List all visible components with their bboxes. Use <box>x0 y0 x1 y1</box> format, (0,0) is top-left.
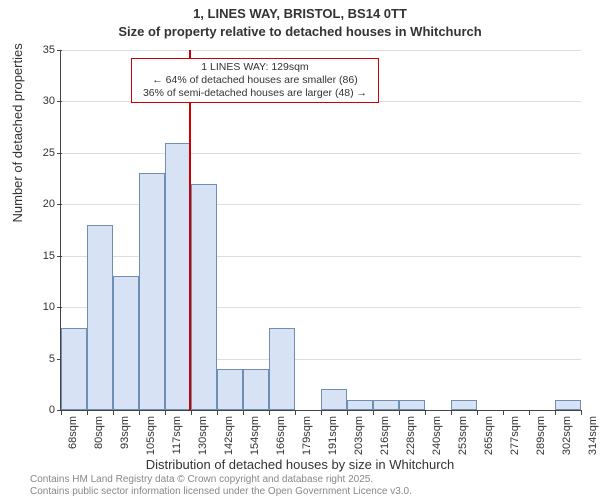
annotation-line1: 1 LINES WAY: 129sqm <box>138 61 372 74</box>
x-tick-mark <box>321 410 322 415</box>
x-tick-mark <box>503 410 504 415</box>
x-tick-mark <box>373 410 374 415</box>
x-tick-mark <box>243 410 244 415</box>
footnote-line2: Contains public sector information licen… <box>30 486 412 497</box>
y-tick: 15 <box>25 250 61 262</box>
x-tick-label: 166sqm <box>273 410 287 455</box>
y-tick: 0 <box>25 404 61 416</box>
plot-area: 0510152025303568sqm80sqm93sqm105sqm117sq… <box>60 50 581 411</box>
x-tick-label: 240sqm <box>429 410 443 455</box>
histogram-bar <box>113 276 139 410</box>
x-tick-mark <box>165 410 166 415</box>
x-tick-mark <box>87 410 88 415</box>
chart-title-line2: Size of property relative to detached ho… <box>0 24 600 39</box>
annotation-line3: 36% of semi-detached houses are larger (… <box>138 87 372 100</box>
histogram-bar <box>321 389 347 410</box>
x-tick-mark <box>61 410 62 415</box>
x-tick-mark <box>295 410 296 415</box>
histogram-bar <box>269 328 295 410</box>
x-tick-label: 93sqm <box>117 410 131 449</box>
histogram-bar <box>399 400 425 410</box>
gridline <box>61 153 581 154</box>
chart-title-line1: 1, LINES WAY, BRISTOL, BS14 0TT <box>0 6 600 21</box>
x-tick-label: 142sqm <box>221 410 235 455</box>
histogram-bar <box>61 328 87 410</box>
annotation-box: 1 LINES WAY: 129sqm ← 64% of detached ho… <box>131 58 379 103</box>
x-tick-label: 203sqm <box>351 410 365 455</box>
x-tick-label: 179sqm <box>299 410 313 455</box>
x-tick-mark <box>113 410 114 415</box>
histogram-bar <box>87 225 113 410</box>
histogram-bar <box>165 143 191 410</box>
x-tick-label: 302sqm <box>559 410 573 455</box>
footnote: Contains HM Land Registry data © Crown c… <box>30 474 412 498</box>
x-tick-mark <box>555 410 556 415</box>
histogram-bar <box>139 173 165 410</box>
x-axis-label: Distribution of detached houses by size … <box>0 457 600 472</box>
x-tick-mark <box>529 410 530 415</box>
x-tick-label: 277sqm <box>507 410 521 455</box>
x-tick-label: 68sqm <box>65 410 79 449</box>
x-tick-label: 154sqm <box>247 410 261 455</box>
x-tick-label: 191sqm <box>325 410 339 455</box>
histogram-bar <box>217 369 243 410</box>
x-tick-label: 289sqm <box>533 410 547 455</box>
x-tick-mark <box>451 410 452 415</box>
chart-container: 1, LINES WAY, BRISTOL, BS14 0TT Size of … <box>0 0 600 500</box>
y-tick: 5 <box>25 353 61 365</box>
x-tick-label: 80sqm <box>91 410 105 449</box>
y-tick: 10 <box>25 301 61 313</box>
y-tick: 30 <box>25 95 61 107</box>
x-tick-label: 130sqm <box>195 410 209 455</box>
histogram-bar <box>555 400 581 410</box>
reference-line <box>189 50 191 410</box>
x-tick-mark <box>581 410 582 415</box>
x-tick-label: 228sqm <box>403 410 417 455</box>
histogram-bar <box>347 400 373 410</box>
x-tick-label: 253sqm <box>455 410 469 455</box>
y-tick: 35 <box>25 44 61 56</box>
histogram-bar <box>373 400 399 410</box>
x-tick-mark <box>399 410 400 415</box>
x-tick-label: 314sqm <box>585 410 599 455</box>
gridline <box>61 50 581 51</box>
x-tick-mark <box>477 410 478 415</box>
x-tick-label: 265sqm <box>481 410 495 455</box>
y-tick: 25 <box>25 147 61 159</box>
x-tick-mark <box>217 410 218 415</box>
histogram-bar <box>243 369 269 410</box>
y-axis-label: Number of detached properties <box>10 43 25 222</box>
x-tick-label: 216sqm <box>377 410 391 455</box>
x-tick-label: 117sqm <box>169 410 183 454</box>
histogram-bar <box>451 400 477 410</box>
x-tick-mark <box>425 410 426 415</box>
annotation-line2: ← 64% of detached houses are smaller (86… <box>138 74 372 87</box>
x-tick-mark <box>269 410 270 415</box>
y-tick: 20 <box>25 198 61 210</box>
x-tick-label: 105sqm <box>143 410 157 455</box>
x-tick-mark <box>347 410 348 415</box>
x-tick-mark <box>139 410 140 415</box>
x-tick-mark <box>191 410 192 415</box>
histogram-bar <box>191 184 217 410</box>
footnote-line1: Contains HM Land Registry data © Crown c… <box>30 474 373 485</box>
